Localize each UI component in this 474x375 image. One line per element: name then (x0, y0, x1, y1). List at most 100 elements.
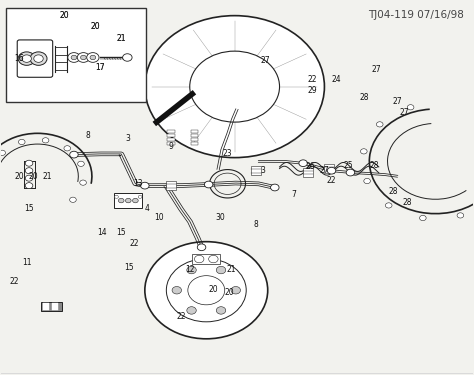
Text: 26: 26 (305, 162, 315, 171)
Text: 20: 20 (91, 22, 100, 32)
Circle shape (364, 178, 370, 184)
Circle shape (138, 195, 142, 198)
Bar (167, 130, 174, 134)
Text: 9: 9 (168, 142, 173, 151)
Text: 29: 29 (308, 86, 318, 95)
Bar (0, 373, 474, 374)
Text: 22: 22 (327, 176, 336, 184)
Circle shape (407, 105, 414, 110)
Bar (0, 373, 474, 374)
Circle shape (216, 266, 226, 274)
Text: 28: 28 (388, 187, 398, 196)
Bar (251, 166, 261, 175)
Bar (0, 373, 474, 374)
Text: 27: 27 (261, 56, 270, 65)
Circle shape (22, 55, 31, 62)
Text: 20: 20 (60, 11, 69, 20)
Bar (0, 373, 474, 374)
Text: 21: 21 (117, 33, 126, 42)
Bar (0, 373, 474, 374)
Circle shape (34, 55, 43, 62)
Bar (41, 302, 62, 311)
Circle shape (115, 195, 118, 198)
Circle shape (71, 55, 77, 60)
Text: 25: 25 (343, 160, 353, 170)
Text: 28: 28 (369, 160, 379, 170)
Text: 28: 28 (360, 93, 369, 102)
Circle shape (419, 215, 426, 220)
Text: 22: 22 (129, 239, 139, 248)
Bar (0, 373, 474, 374)
Circle shape (18, 52, 35, 65)
Circle shape (78, 161, 84, 166)
Circle shape (133, 198, 138, 203)
Text: 21: 21 (42, 172, 52, 181)
Circle shape (457, 213, 464, 218)
Circle shape (385, 203, 392, 208)
Bar (167, 141, 174, 144)
Bar (303, 168, 313, 177)
Text: 13: 13 (133, 179, 143, 188)
Circle shape (376, 122, 383, 127)
Bar (0, 373, 474, 374)
Text: 27: 27 (372, 65, 381, 74)
Text: 20: 20 (224, 288, 234, 297)
Circle shape (145, 16, 324, 158)
Text: 15: 15 (24, 204, 34, 213)
Circle shape (18, 140, 25, 145)
Circle shape (126, 198, 131, 203)
Circle shape (118, 198, 124, 203)
Circle shape (172, 286, 182, 294)
Text: 7: 7 (292, 190, 296, 200)
Bar (114, 193, 143, 208)
Bar (191, 130, 198, 134)
Circle shape (30, 52, 47, 65)
Text: 20: 20 (15, 172, 25, 181)
Circle shape (141, 182, 149, 189)
Circle shape (80, 180, 86, 185)
Circle shape (299, 160, 308, 166)
Text: 20: 20 (91, 22, 100, 32)
Text: 11: 11 (22, 258, 31, 267)
Circle shape (25, 183, 33, 189)
Text: 10: 10 (154, 213, 164, 222)
Text: 15: 15 (117, 228, 126, 237)
Circle shape (327, 167, 336, 174)
Bar (43, 303, 49, 310)
Circle shape (0, 150, 6, 155)
Circle shape (231, 286, 240, 294)
Text: 20: 20 (28, 172, 37, 181)
Circle shape (81, 55, 86, 60)
Text: 20: 20 (60, 11, 69, 20)
Bar (0, 373, 474, 374)
Text: 30: 30 (216, 213, 225, 222)
Text: 20: 20 (209, 285, 218, 294)
Circle shape (204, 181, 213, 188)
Bar (0, 373, 474, 374)
Text: 3: 3 (261, 166, 265, 175)
Circle shape (42, 138, 49, 143)
Text: 24: 24 (331, 75, 341, 84)
Text: 16: 16 (14, 54, 24, 63)
Text: 8: 8 (254, 220, 258, 230)
Circle shape (90, 55, 96, 60)
Text: 27: 27 (400, 108, 410, 117)
Circle shape (68, 53, 80, 62)
Circle shape (64, 146, 71, 151)
Bar (167, 134, 174, 137)
Bar (52, 303, 58, 310)
Circle shape (87, 53, 99, 62)
Bar (0, 373, 474, 374)
Text: 22: 22 (9, 277, 18, 286)
Bar (6, 8, 146, 102)
Bar (0, 373, 474, 374)
Bar (0, 373, 474, 374)
Text: 3: 3 (126, 134, 131, 143)
Text: 28: 28 (402, 198, 412, 207)
Circle shape (194, 255, 204, 263)
Circle shape (271, 184, 279, 191)
Bar (0, 373, 474, 374)
Bar (0, 373, 474, 374)
Circle shape (209, 255, 218, 263)
Circle shape (197, 244, 206, 250)
